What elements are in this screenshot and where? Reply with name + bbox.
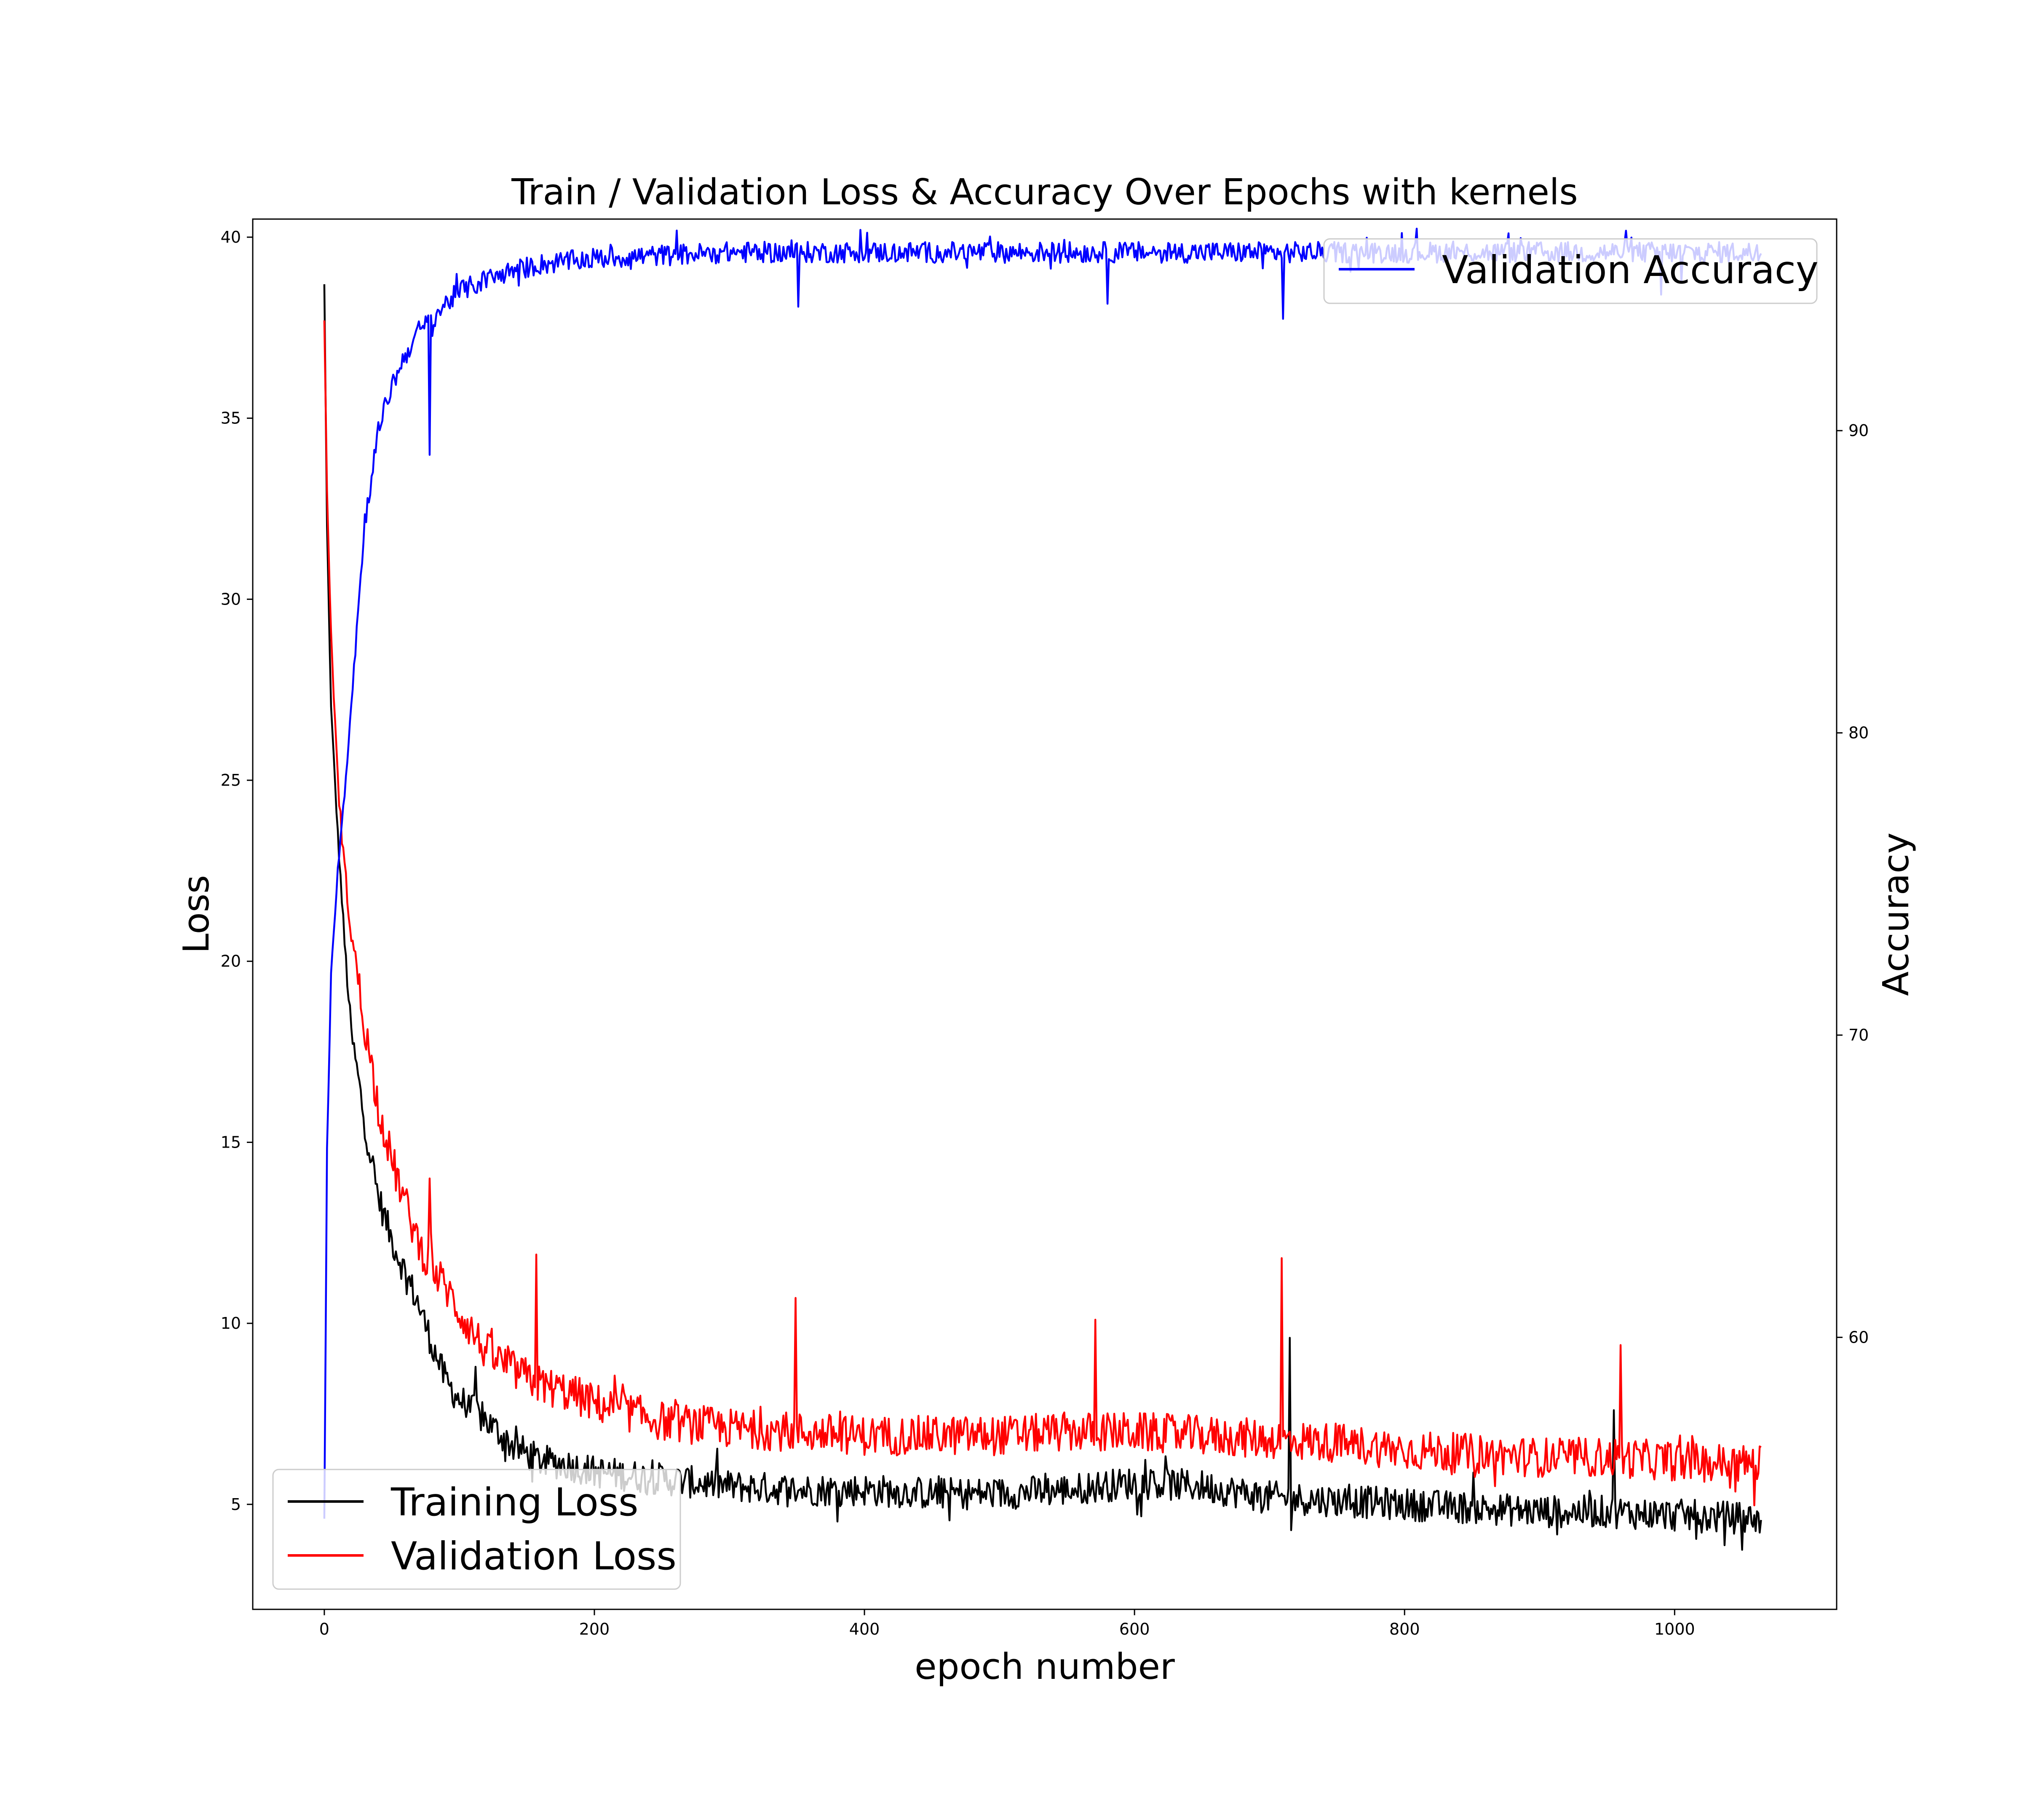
plot-frame (252, 218, 1837, 1610)
x-tick-label: 1000 (1654, 1620, 1695, 1638)
y-left-tick-label: 40 (221, 228, 241, 246)
x-tick-label: 600 (1119, 1620, 1150, 1638)
y-left-tick-label: 35 (221, 409, 241, 428)
y-left-tick-label: 25 (221, 771, 241, 790)
y-left-tick-label: 10 (221, 1314, 241, 1333)
x-tick-label: 400 (849, 1620, 880, 1638)
x-axis-label: epoch number (915, 1646, 1175, 1688)
series-line-training-loss (323, 284, 1762, 1551)
series-line-validation-loss (323, 320, 1762, 1507)
y-right-tick-label: 70 (1848, 1026, 1869, 1044)
y-left-tick-label: 5 (231, 1495, 241, 1514)
y-left-tick-label: 15 (221, 1133, 241, 1151)
y-right-tick-label: 60 (1848, 1328, 1869, 1346)
legend-box-upper-right (1323, 238, 1818, 304)
x-tick-label: 800 (1389, 1620, 1420, 1638)
legend-lower-left: Training Loss Validation Loss (272, 1469, 681, 1590)
axis-ticks: 0 200 400 600 800 1000 5 10 15 20 25 30 35 40 60 70 80 90 (221, 228, 1869, 1638)
legend-label-validation-loss: Validation Loss (391, 1534, 677, 1579)
x-tick-label: 200 (579, 1620, 610, 1638)
y-axis-label-left: Loss (176, 875, 217, 953)
y-axis-label-right: Accuracy (1875, 832, 1917, 996)
x-tick-label: 0 (319, 1620, 329, 1638)
y-right-tick-label: 90 (1848, 421, 1869, 440)
legend-upper-right: Validation Accuracy (1323, 238, 1819, 304)
legend-label-training-loss: Training Loss (390, 1480, 639, 1525)
legend-label-validation-accuracy: Validation Accuracy (1442, 248, 1819, 292)
legend-box-lower-left (272, 1469, 681, 1590)
y-right-tick-label: 80 (1848, 724, 1869, 742)
y-left-tick-label: 30 (221, 590, 241, 608)
chart-title: Train / Validation Loss & Accuracy Over … (511, 171, 1578, 213)
y-left-tick-label: 20 (221, 952, 241, 971)
